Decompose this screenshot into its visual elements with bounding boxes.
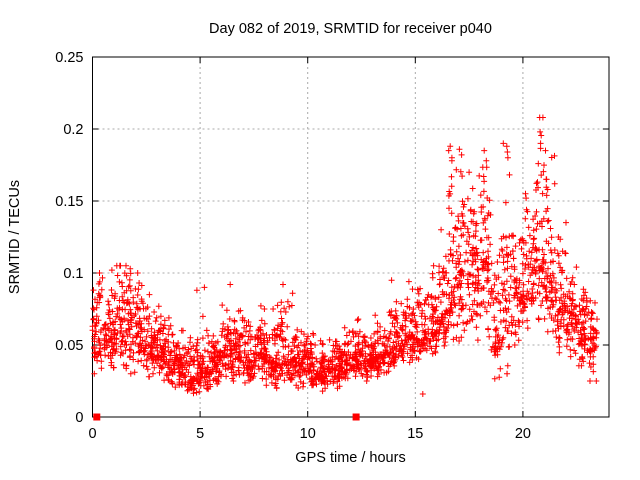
svg-text:0: 0 xyxy=(75,410,83,426)
plot-border xyxy=(92,56,610,418)
svg-text:20: 20 xyxy=(515,426,531,442)
x-axis-label: GPS time / hours xyxy=(295,450,406,466)
svg-text:0.2: 0.2 xyxy=(63,122,83,138)
svg-text:0.25: 0.25 xyxy=(55,50,83,66)
svg-text:0.15: 0.15 xyxy=(55,194,83,210)
scatter-points xyxy=(89,114,600,421)
svg-text:5: 5 xyxy=(196,426,204,442)
axis-tick-labels: 0 5 10 15 20 0 0.05 0.1 0.15 0.2 0.25 xyxy=(55,50,531,442)
svg-text:10: 10 xyxy=(300,426,316,442)
svg-text:0: 0 xyxy=(88,426,96,442)
svg-text:0.1: 0.1 xyxy=(63,266,83,282)
svg-text:0.05: 0.05 xyxy=(55,338,83,354)
svg-text:15: 15 xyxy=(407,426,423,442)
chart-title: Day 082 of 2019, SRMTID for receiver p04… xyxy=(209,21,492,37)
